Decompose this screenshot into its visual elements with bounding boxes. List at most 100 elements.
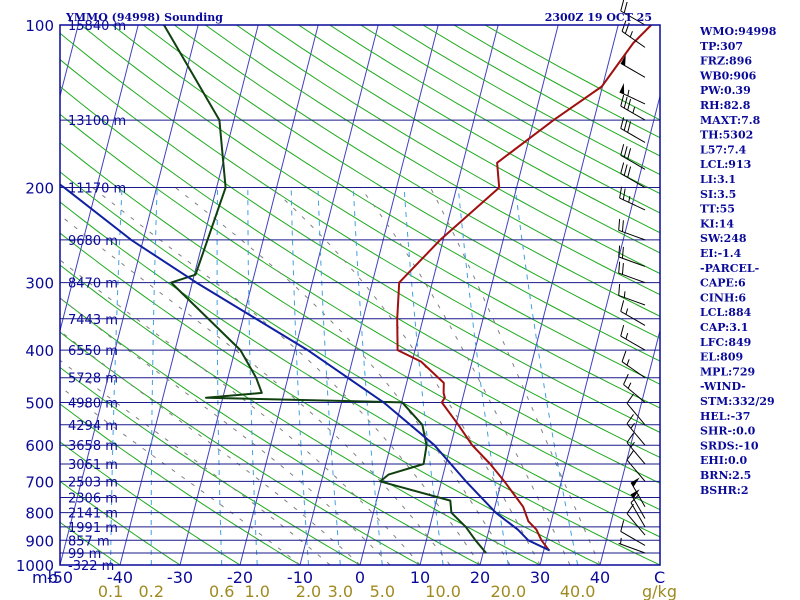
pressure-tick-label: 800 bbox=[25, 505, 54, 523]
isotherm-line bbox=[299, 25, 439, 565]
wind-barb bbox=[626, 432, 646, 465]
wind-barb bbox=[620, 117, 646, 143]
pressure-tick-label: 500 bbox=[25, 394, 54, 412]
wind-barb bbox=[623, 373, 646, 403]
index-entry: HEL:-37 bbox=[700, 410, 750, 423]
pressure-axis-label: mb bbox=[32, 568, 58, 587]
wind-barb bbox=[626, 450, 646, 482]
index-entry: SRDS:-10 bbox=[700, 439, 759, 452]
wind-barb bbox=[618, 245, 646, 267]
height-label: 6550 m bbox=[68, 344, 118, 359]
wind-barb bbox=[630, 494, 646, 528]
temperature-tick-labels: -50 -40 -30 -20 -10 0 10 20 30 40 bbox=[47, 568, 610, 587]
index-entry: STM:332/29 bbox=[700, 395, 775, 408]
height-labels: 15840 m 13100 m 11170 m 9680 m 8470 m 7443 m 6… bbox=[68, 19, 126, 574]
index-entry: FRZ:896 bbox=[700, 55, 752, 68]
index-entry: RH:82.8 bbox=[700, 99, 751, 112]
height-label: 7443 m bbox=[68, 313, 118, 328]
index-entry: MPL:729 bbox=[700, 365, 755, 378]
wind-barb bbox=[626, 503, 646, 536]
isotherm-line bbox=[539, 94, 660, 565]
chart-title: YMMO (94998) Sounding bbox=[65, 11, 223, 24]
height-label: 9680 m bbox=[68, 234, 118, 249]
wind-barb bbox=[630, 477, 646, 507]
mixing-ratio-tick-label: 0.6 bbox=[209, 582, 234, 600]
index-entry: WMO:94998 bbox=[699, 25, 777, 38]
mixing-ratio-line bbox=[216, 187, 223, 565]
height-label: -322 m bbox=[68, 559, 114, 574]
mixing-ratio-line bbox=[150, 187, 158, 565]
temperature-tick-label: -50 bbox=[47, 568, 73, 587]
index-entry: LI:3.1 bbox=[700, 173, 736, 186]
wind-barb bbox=[619, 186, 646, 211]
sounding-time: 2300Z 19 OCT 25 bbox=[545, 11, 652, 24]
pressure-tick-label: 900 bbox=[25, 532, 54, 550]
height-label: 13100 m bbox=[68, 114, 126, 129]
height-label: 2141 m bbox=[68, 507, 118, 522]
height-label: 4294 m bbox=[68, 419, 118, 434]
moist-adiabat-line bbox=[60, 330, 361, 565]
mixing-ratio-tick-label: 0.1 bbox=[98, 582, 123, 600]
temperature-tick-label: 10 bbox=[410, 568, 430, 587]
pressure-tick-label: 600 bbox=[25, 437, 54, 455]
index-entry: EHI:0.0 bbox=[700, 454, 747, 467]
wind-barb bbox=[618, 284, 646, 306]
mixing-ratio-tick-labels: 0.1 0.2 0.6 1.0 2.0 3.0 5.0 10.0 20.0 40.0 bbox=[98, 582, 596, 600]
temperature-tick-label: -40 bbox=[107, 568, 133, 587]
isotherm-line bbox=[60, 25, 139, 333]
wind-barb bbox=[620, 300, 646, 326]
temperature-tick-label: -30 bbox=[167, 568, 193, 587]
isotherm-line bbox=[419, 25, 559, 565]
pressure-tick-label: 700 bbox=[25, 473, 54, 491]
moist-adiabat-line bbox=[270, 187, 541, 565]
moist-adiabat-line bbox=[175, 187, 511, 565]
isotherm-line bbox=[479, 25, 619, 565]
wind-barb bbox=[619, 83, 646, 105]
pressure-tick-label: 400 bbox=[25, 342, 54, 360]
temperature-tick-label: -20 bbox=[227, 568, 253, 587]
wind-barb bbox=[618, 218, 646, 241]
index-entry: LCL:884 bbox=[700, 306, 752, 319]
wind-barb bbox=[620, 324, 646, 351]
index-entry: EL:809 bbox=[700, 351, 743, 364]
index-entry: -PARCEL- bbox=[700, 262, 759, 275]
pressure-tick-label: 300 bbox=[25, 275, 54, 293]
wind-barb bbox=[621, 350, 646, 379]
wind-barb bbox=[618, 537, 646, 554]
index-entry: BRN:2.5 bbox=[700, 469, 751, 482]
height-label: 5728 m bbox=[68, 372, 118, 387]
mixing-ratio-line bbox=[247, 187, 258, 565]
temperature-tick-label: -10 bbox=[287, 568, 313, 587]
index-entry: CINH:6 bbox=[700, 291, 746, 304]
sounding-profiles bbox=[60, 25, 652, 554]
wind-barb bbox=[620, 94, 646, 121]
height-label: 1991 m bbox=[68, 521, 118, 536]
isotherm-line bbox=[359, 25, 499, 565]
height-label: 2503 m bbox=[68, 475, 118, 490]
temperature-tick-label: 20 bbox=[470, 568, 490, 587]
height-label: 8470 m bbox=[68, 277, 118, 292]
wind-barb bbox=[630, 489, 646, 519]
height-label: 99 m bbox=[68, 547, 101, 562]
isotherm-line bbox=[239, 25, 379, 565]
index-entry: WB0:906 bbox=[699, 69, 757, 82]
index-entry: LFC:849 bbox=[700, 336, 751, 349]
plot-frame bbox=[59, 24, 661, 566]
mixing-ratio-tick-label: 3.0 bbox=[328, 582, 353, 600]
index-entry: KI:14 bbox=[700, 217, 734, 230]
index-entry: EI:-1.4 bbox=[700, 247, 742, 260]
index-entry: BSHR:2 bbox=[700, 484, 749, 497]
parcel-profile-line bbox=[60, 183, 551, 552]
wind-barb bbox=[626, 393, 646, 426]
height-label: 2306 m bbox=[68, 492, 118, 507]
moist-adiabat-line bbox=[429, 187, 601, 565]
index-entry: PW:0.39 bbox=[700, 84, 751, 97]
isotherm-line bbox=[60, 25, 199, 565]
mixing-ratio-tick-label: 1.0 bbox=[244, 582, 269, 600]
pressure-tick-label: 200 bbox=[25, 180, 54, 198]
isotherm-line bbox=[599, 328, 660, 565]
wind-barb bbox=[620, 144, 646, 170]
dewpoint-profile-line bbox=[163, 25, 487, 554]
pressure-tick-label: 1000 bbox=[16, 557, 54, 575]
